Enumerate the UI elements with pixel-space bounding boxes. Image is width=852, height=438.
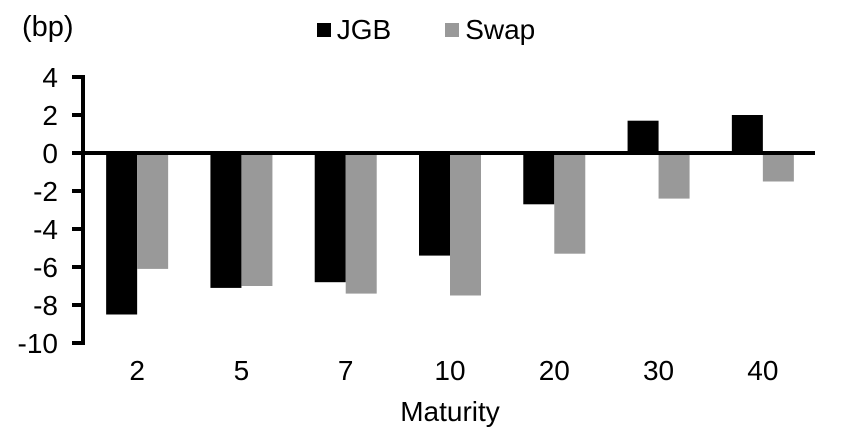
bar-jgb-maturity-7 <box>314 153 346 283</box>
bar-jgb-maturity-20 <box>523 153 555 205</box>
bar-swap-maturity-20 <box>554 153 586 254</box>
legend-label: Swap <box>465 14 536 45</box>
legend: JGB Swap <box>0 14 852 46</box>
bar-swap-maturity-10 <box>450 153 481 296</box>
x-tick-label: 10 <box>434 355 465 386</box>
y-axis-tick <box>72 151 81 155</box>
bar-swap-maturity-30 <box>658 153 690 199</box>
legend-label: JGB <box>336 14 392 45</box>
bar-swap-maturity-40 <box>762 153 794 182</box>
y-axis-tick <box>72 341 81 345</box>
legend-swatch-swap <box>445 23 460 37</box>
y-tick-label: -4 <box>33 214 58 245</box>
y-tick-label: -6 <box>33 252 58 283</box>
bar-swap-maturity-2 <box>137 153 169 269</box>
x-tick-label: 40 <box>747 355 778 386</box>
x-tick-label: 7 <box>338 355 354 386</box>
y-tick-label: 2 <box>42 100 58 131</box>
legend-item-swap: Swap <box>445 14 535 46</box>
y-tick-label: 0 <box>42 138 58 169</box>
y-axis-unit-label: (bp) <box>22 11 74 43</box>
y-tick-label: -8 <box>33 290 58 321</box>
y-axis-tick <box>72 75 81 79</box>
bar-jgb-maturity-2 <box>106 153 138 315</box>
y-axis-tick <box>72 303 81 307</box>
x-axis-title: Maturity <box>400 396 500 427</box>
bar-jgb-maturity-40 <box>731 115 763 153</box>
x-tick-label: 30 <box>643 355 674 386</box>
zero-line <box>81 151 815 155</box>
y-axis-tick <box>72 189 81 193</box>
bar-jgb-maturity-30 <box>627 120 659 153</box>
bar-jgb-maturity-5 <box>210 153 242 288</box>
y-axis-tick <box>72 227 81 231</box>
legend-swatch-jgb <box>316 23 331 37</box>
bar-jgb-maturity-10 <box>419 153 450 256</box>
x-tick-label: 2 <box>129 355 145 386</box>
y-tick-label: -2 <box>33 176 58 207</box>
bar-swap-maturity-7 <box>345 153 377 294</box>
x-tick-label: 5 <box>234 355 250 386</box>
y-tick-label: 4 <box>42 62 58 93</box>
legend-item-jgb: JGB <box>316 14 392 46</box>
x-tick-label: 20 <box>539 355 570 386</box>
y-tick-label: -10 <box>18 328 58 359</box>
y-axis-tick <box>72 265 81 269</box>
y-axis-line <box>81 75 85 345</box>
bar-swap-maturity-5 <box>241 153 273 286</box>
y-axis-tick <box>72 113 81 117</box>
